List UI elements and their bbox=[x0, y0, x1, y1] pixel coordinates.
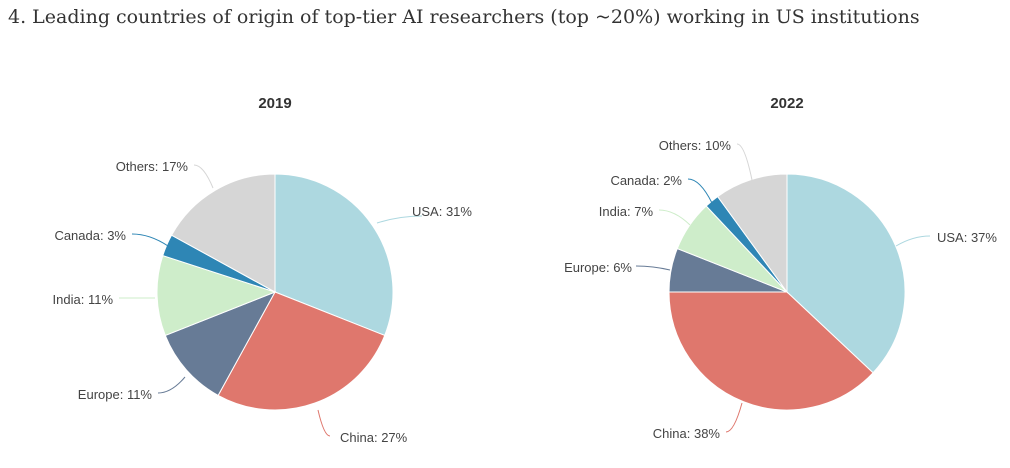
pie-chart-2022: 2022 USA: 37% China: 38% Europe: 6% India: 7… bbox=[564, 95, 997, 441]
slice-label-usa-2022: USA: 37% bbox=[937, 230, 997, 245]
slice-label-canada-2019: Canada: 3% bbox=[54, 228, 126, 243]
pie-chart-2019: 2019 USA: 31% China: 27% Europe: 11% India: … bbox=[53, 95, 473, 445]
pie-slice-others-2022 bbox=[716, 173, 788, 294]
connector-india-2022 bbox=[658, 209, 691, 226]
connector-canada-2022 bbox=[687, 178, 713, 204]
pie-slice-others-2019 bbox=[170, 173, 276, 293]
chart-title-2019: 2019 bbox=[258, 95, 291, 112]
connector-usa-2019 bbox=[376, 215, 423, 224]
slice-label-india-2022: India: 7% bbox=[599, 204, 654, 219]
connector-canada-2019 bbox=[131, 233, 169, 247]
pie-slice-china-2022 bbox=[668, 291, 874, 411]
connector-europe-2019 bbox=[157, 376, 186, 394]
connector-china-2019 bbox=[317, 409, 331, 437]
chart-title-2022: 2022 bbox=[770, 95, 803, 112]
slice-label-china-2019: China: 27% bbox=[340, 430, 408, 445]
connector-china-2022 bbox=[725, 402, 743, 433]
pie-slice-usa-2019 bbox=[274, 173, 394, 337]
slice-label-europe-2022: Europe: 6% bbox=[564, 260, 632, 275]
connector-usa-2022 bbox=[895, 235, 931, 247]
connector-others-2019 bbox=[193, 164, 214, 189]
pie-slice-usa-2022 bbox=[786, 173, 906, 374]
slice-label-europe-2019: Europe: 11% bbox=[78, 387, 153, 402]
pie-slice-india-2019 bbox=[156, 254, 277, 337]
slice-label-others-2019: Others: 17% bbox=[116, 159, 189, 174]
pie-slice-europe-2019 bbox=[164, 291, 277, 397]
slice-label-india-2019: India: 11% bbox=[53, 292, 114, 307]
connector-others-2022 bbox=[736, 143, 753, 181]
slice-label-others-2022: Others: 10% bbox=[659, 138, 732, 153]
slice-label-usa-2019: USA: 31% bbox=[412, 204, 472, 219]
pie-slice-china-2019 bbox=[217, 291, 386, 411]
page-title: 4. Leading countries of origin of top-ti… bbox=[8, 6, 920, 28]
connector-europe-2022 bbox=[635, 265, 671, 271]
slice-label-china-2022: China: 38% bbox=[653, 426, 721, 441]
slice-label-canada-2022: Canada: 2% bbox=[610, 173, 682, 188]
